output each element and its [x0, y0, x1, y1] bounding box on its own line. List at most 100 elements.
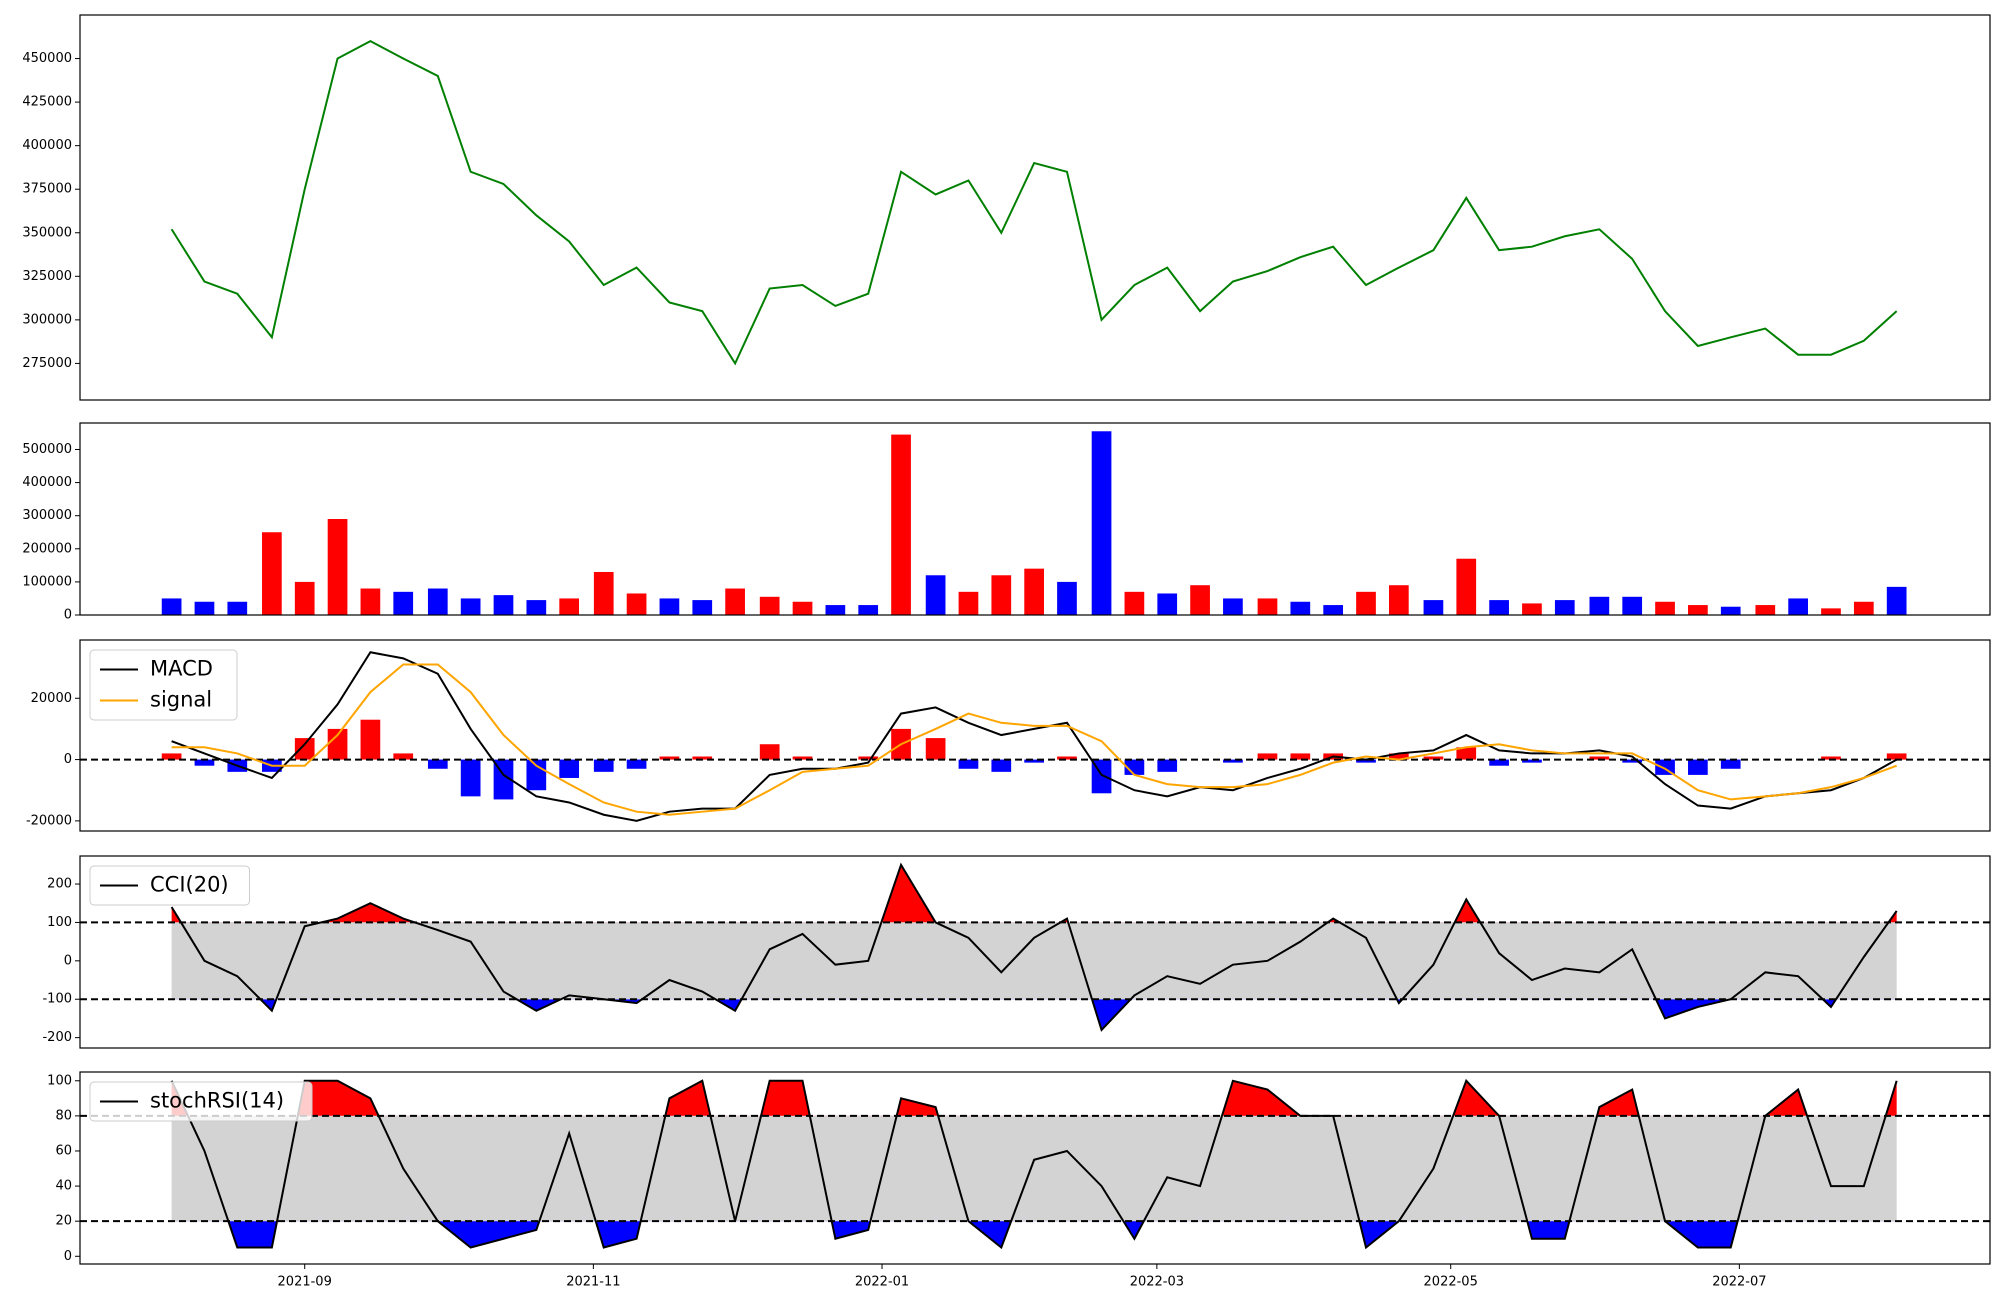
volume-bar [1821, 608, 1841, 615]
x-tick-label: 2021-09 [278, 1275, 332, 1290]
y-tick-label: 450000 [22, 51, 72, 66]
legend-box [89, 649, 238, 721]
histogram-bar [526, 759, 547, 791]
legend-box [89, 1081, 313, 1122]
volume-bar [1456, 558, 1477, 615]
series-line [170, 1078, 1898, 1250]
y-tick-label: 425000 [22, 95, 72, 110]
volume-bar [725, 588, 745, 615]
volume-bar [360, 588, 381, 615]
volume-bar [1157, 593, 1178, 615]
volume-bar [1223, 598, 1243, 615]
overbought-fill [171, 864, 1897, 923]
volume-bar [1622, 596, 1643, 615]
y-tick-label: 60 [55, 1143, 72, 1158]
volume-bar [1886, 586, 1907, 615]
y-tick-label: 200 [47, 877, 72, 892]
y-tick-label: 20000 [31, 691, 72, 706]
plot-frame [79, 422, 1991, 616]
histogram-bar [958, 759, 979, 769]
histogram-bar [1522, 759, 1542, 763]
y-tick-label: 500000 [22, 442, 72, 457]
y-tick-label: -20000 [26, 813, 72, 828]
histogram-bar [659, 756, 680, 760]
volume-bar [327, 519, 348, 615]
y-tick-label: -200 [42, 1030, 72, 1045]
y-tick-label: 200000 [22, 541, 72, 556]
histogram-bar [559, 759, 580, 778]
volume-bar [1655, 601, 1675, 615]
series-line [171, 651, 1898, 822]
x-tick-label: 2022-03 [1130, 1275, 1184, 1290]
histogram-bar [759, 744, 780, 760]
volume-bar [460, 598, 481, 615]
volume-bar [1755, 605, 1776, 615]
volume-bar [593, 571, 614, 615]
volume-bar [161, 598, 182, 615]
plot-frame [79, 14, 1991, 401]
volume-bar [294, 581, 315, 615]
volume-bar [759, 596, 780, 615]
y-tick-label: 100 [47, 915, 72, 930]
histogram-bar [925, 738, 946, 760]
volume-bar [194, 601, 215, 615]
histogram-bar [1489, 759, 1509, 766]
histogram-bar [593, 759, 614, 772]
volume-bar [1853, 601, 1874, 615]
neutral-band [171, 922, 1897, 1000]
volume-bar [891, 434, 911, 615]
histogram-bar [1886, 753, 1907, 760]
volume-bar [1688, 605, 1708, 615]
volume-bar [825, 605, 846, 615]
volume-bar [559, 598, 580, 615]
x-tick-label: 2022-01 [855, 1275, 909, 1290]
x-tick-label: 2021-11 [566, 1275, 620, 1290]
y-tick-label: 0 [64, 953, 72, 968]
volume-bar [1323, 605, 1344, 615]
y-tick-label: 80 [55, 1108, 72, 1123]
overbought-fill [171, 1080, 1897, 1116]
neutral-band [171, 1115, 1897, 1222]
histogram-bar [1622, 759, 1643, 763]
volume-bar [659, 598, 680, 615]
plot-frame [79, 855, 1991, 1049]
volume-bar [1124, 591, 1145, 615]
volume-bar [991, 575, 1012, 615]
y-tick-label: 400000 [22, 475, 72, 490]
y-tick-label: 275000 [22, 356, 72, 371]
volume-bar [626, 593, 647, 615]
volume-bar [393, 591, 414, 615]
histogram-bar [1290, 753, 1311, 760]
volume-bar [1489, 600, 1509, 615]
volume-bar [858, 605, 879, 615]
histogram-bar [858, 756, 879, 760]
histogram-bar [393, 753, 414, 760]
y-tick-label: 300000 [22, 508, 72, 523]
volume-bar [227, 601, 248, 615]
series-line [170, 39, 1898, 366]
histogram-bar [294, 738, 315, 760]
volume-bar [526, 600, 547, 615]
y-tick-label: 100000 [22, 574, 72, 589]
volume-bar [1388, 585, 1409, 615]
plot-frame [79, 639, 1991, 832]
legend-label: signal [150, 688, 212, 712]
volume-bar [262, 532, 282, 615]
legend-box [89, 865, 250, 906]
legend-label: stochRSI(14) [150, 1089, 284, 1113]
series-line [170, 862, 1898, 1032]
histogram-bar [427, 759, 448, 769]
legend-label: MACD [150, 657, 213, 681]
histogram-bar [626, 759, 647, 769]
y-tick-label: 20 [55, 1214, 72, 1229]
volume-bar [427, 588, 448, 615]
volume-bar [958, 591, 979, 615]
histogram-bar [161, 753, 182, 760]
volume-bar [1554, 600, 1575, 615]
volume-bar [1257, 598, 1278, 615]
y-tick-label: 400000 [22, 138, 72, 153]
histogram-bar [991, 759, 1012, 772]
y-tick-label: -100 [42, 992, 72, 1007]
volume-bar [1091, 431, 1112, 615]
histogram-bar [1456, 747, 1477, 760]
